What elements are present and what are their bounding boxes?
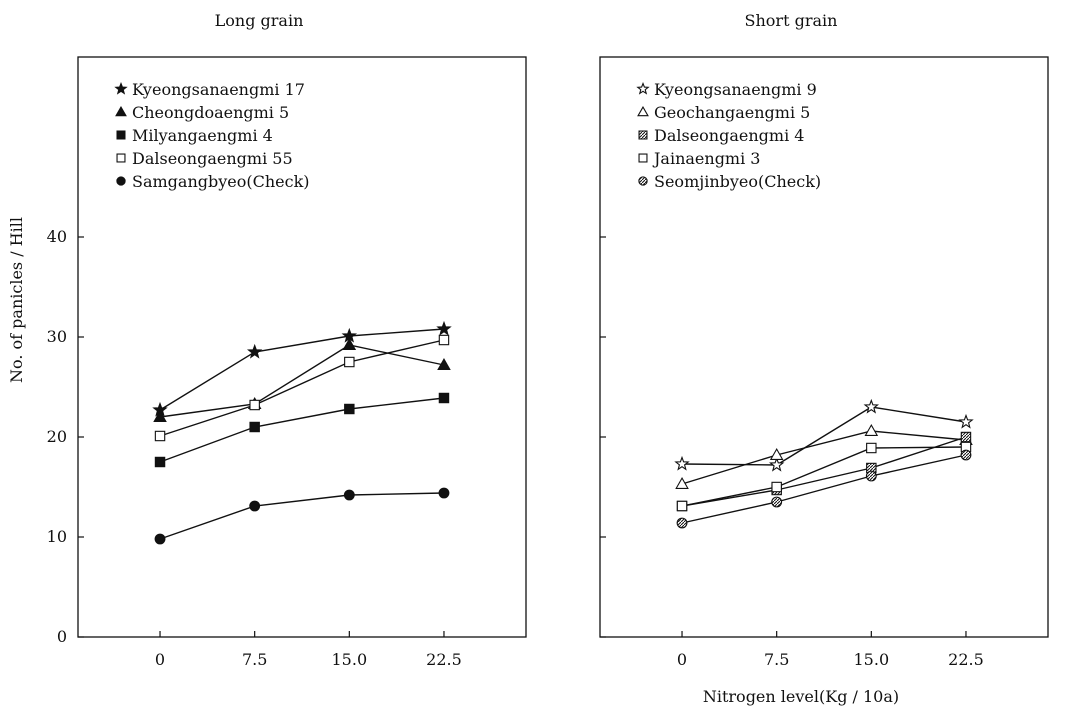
- legend-label: Jainaengmi 3: [652, 149, 760, 168]
- data-point: [865, 470, 877, 482]
- y-tick-label: 30: [47, 327, 67, 346]
- data-point: [864, 424, 879, 436]
- x-tick-label: 15.0: [332, 650, 368, 669]
- data-point: [438, 487, 450, 499]
- data-point: [438, 334, 450, 346]
- legend-label: Cheongdoaengmi 5: [132, 103, 289, 122]
- legend-marker: [636, 81, 650, 95]
- data-point: [153, 410, 167, 422]
- panel-title: Short grain: [745, 11, 838, 30]
- data-point: [958, 413, 974, 429]
- series-2: [154, 392, 450, 468]
- series-4: [676, 449, 972, 529]
- series-0: [152, 320, 452, 417]
- data-point: [769, 448, 784, 460]
- data-point: [438, 392, 450, 404]
- legend-marker: [115, 105, 127, 117]
- data-point: [344, 356, 355, 368]
- x-tick-label: 0: [677, 650, 687, 669]
- legend-marker: [638, 176, 648, 186]
- legend-marker: [637, 105, 649, 117]
- data-point: [154, 430, 166, 442]
- legend: Kyeongsanaengmi 17 Cheongdoaengmi 5 Milyan…: [114, 80, 310, 191]
- series-line: [159, 339, 445, 437]
- data-point: [342, 338, 357, 350]
- data-point: [344, 403, 355, 415]
- series-line: [681, 446, 967, 507]
- legend-label: Samgangbyeo(Check): [132, 172, 310, 191]
- data-point: [343, 489, 355, 501]
- panel-title: Long grain: [215, 11, 304, 30]
- plot-frame: [77, 56, 527, 638]
- x-tick-label: 22.5: [426, 650, 462, 669]
- x-tick-label: 15.0: [854, 650, 890, 669]
- data-point: [771, 481, 782, 493]
- legend-label: Dalseongaengmi 4: [654, 126, 804, 145]
- data-point: [676, 517, 688, 529]
- series-3: [676, 441, 972, 512]
- series-3: [154, 334, 450, 442]
- legend-marker: [116, 176, 126, 186]
- legend-label: Kyeongsanaengmi 9: [654, 80, 817, 99]
- y-tick-label: 10: [47, 527, 67, 546]
- legend-marker: [638, 130, 648, 140]
- legend-label: Seomjinbyeo(Check): [654, 172, 821, 191]
- data-point: [246, 343, 263, 359]
- data-point: [249, 421, 260, 433]
- data-point: [436, 320, 452, 336]
- legend-label: Dalseongaengmi 55: [132, 149, 293, 168]
- panel-1: Short grain 0 7.5 15.0 22.5 Kyeongsanaengmi 9…: [599, 11, 1049, 669]
- data-point: [768, 456, 785, 472]
- series-line: [681, 430, 967, 485]
- data-point: [249, 500, 261, 512]
- data-point: [249, 399, 260, 411]
- series-line: [681, 454, 967, 524]
- legend-label: Milyangaengmi 4: [132, 126, 273, 145]
- data-point: [437, 358, 451, 370]
- data-point: [674, 455, 690, 471]
- data-point: [771, 496, 783, 508]
- series-line: [681, 436, 967, 507]
- data-point: [154, 456, 166, 468]
- series-line: [159, 492, 445, 540]
- data-point: [960, 449, 972, 461]
- data-point: [154, 533, 166, 545]
- panel-0: Long grain 0 10 20 30 40 0 7.5 15.0 22.5 Kyeongsan…: [47, 11, 527, 669]
- x-tick-label: 7.5: [242, 650, 267, 669]
- series-line: [681, 406, 967, 466]
- data-point: [866, 442, 877, 454]
- series-line: [159, 328, 445, 411]
- legend-marker: [116, 130, 126, 140]
- legend-marker: [116, 153, 126, 163]
- data-point: [863, 398, 880, 414]
- x-tick-label: 22.5: [948, 650, 984, 669]
- x-axis-label: Nitrogen level(Kg / 10a): [703, 687, 899, 706]
- plot-frame: [599, 56, 1049, 638]
- series-4: [154, 487, 450, 545]
- series-line: [159, 397, 445, 463]
- x-tick-label: 7.5: [764, 650, 789, 669]
- series-1: [153, 338, 451, 422]
- legend: Kyeongsanaengmi 9 Geochangaengmi 5 Dalseon…: [636, 80, 821, 191]
- data-point: [675, 477, 689, 489]
- series-0: [674, 398, 974, 472]
- y-tick-label: 20: [47, 427, 67, 446]
- data-point: [676, 500, 688, 512]
- y-axis-label: No. of panicles / Hill: [7, 217, 26, 383]
- legend-label: Kyeongsanaengmi 17: [132, 80, 305, 99]
- x-tick-label: 0: [155, 650, 165, 669]
- y-tick-label: 40: [47, 227, 67, 246]
- legend-label: Geochangaengmi 5: [654, 103, 810, 122]
- series-line: [159, 344, 445, 418]
- data-point: [960, 431, 972, 443]
- legend-marker: [638, 153, 648, 163]
- legend-marker: [114, 81, 128, 95]
- y-tick-label: 0: [57, 627, 67, 646]
